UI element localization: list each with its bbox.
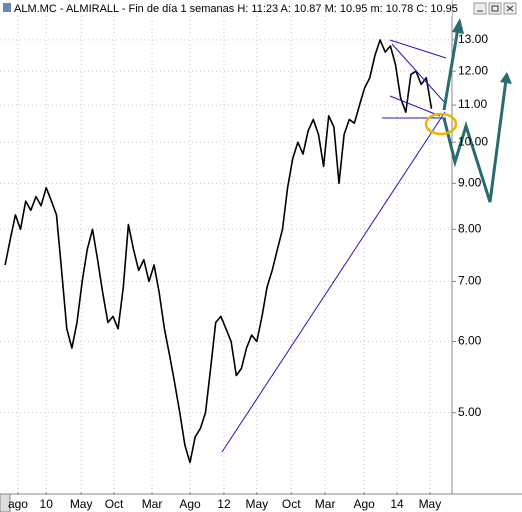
icon: [491, 5, 499, 12]
y-tick-label: 10.00: [458, 134, 488, 148]
x-tick-label: ago: [8, 497, 28, 511]
grid: [0, 16, 452, 492]
arrow-head: [500, 72, 512, 84]
arrow-head: [452, 18, 464, 34]
y-tick-label: 6.00: [458, 334, 482, 348]
x-tick-label: 14: [390, 497, 404, 511]
x-tick-label: May: [245, 497, 268, 511]
trendline: [391, 43, 447, 105]
x-tick-label: Ago: [353, 497, 375, 511]
x-tick-label: Oct: [282, 497, 301, 511]
y-tick-label: 8.00: [458, 221, 482, 235]
minimize-button[interactable]: [473, 2, 487, 15]
forecast-path: [442, 27, 460, 111]
header-title: ALM.MC - ALMIRALL - Fin de día 1 semanas…: [14, 3, 458, 15]
x-tick-label: Mar: [142, 497, 163, 511]
y-tick-label: 7.00: [458, 274, 482, 288]
x-tick-label: Oct: [105, 497, 124, 511]
highlight: [424, 112, 458, 136]
y-tick-label: 11.00: [458, 97, 487, 111]
x-tick-label: Ago: [179, 497, 201, 511]
plot: [4, 39, 433, 464]
x-tick-label: Mar: [315, 497, 336, 511]
trendline: [389, 95, 441, 117]
x-tick-label: May: [70, 497, 93, 511]
y-tick-label: 12.00: [458, 63, 488, 77]
annotations: [221, 18, 512, 453]
y-tick-label: 5.00: [458, 405, 482, 419]
trendline: [389, 39, 447, 59]
maximize-button[interactable]: [488, 2, 502, 15]
x-tick-label: 12: [217, 497, 231, 511]
scroll-box[interactable]: [0, 493, 11, 512]
y-tick-label: 13.00: [458, 32, 488, 46]
icon: [506, 5, 514, 12]
y-tick-label: 9.00: [458, 176, 482, 190]
window-controls: [473, 2, 517, 15]
price-line: [4, 39, 433, 464]
trendline: [221, 111, 446, 453]
x-tick-label: May: [419, 497, 442, 511]
header-bg: [0, 0, 452, 16]
icon: [3, 3, 11, 12]
forecast-path: [442, 79, 508, 203]
x-tick-label: 10: [40, 497, 54, 511]
